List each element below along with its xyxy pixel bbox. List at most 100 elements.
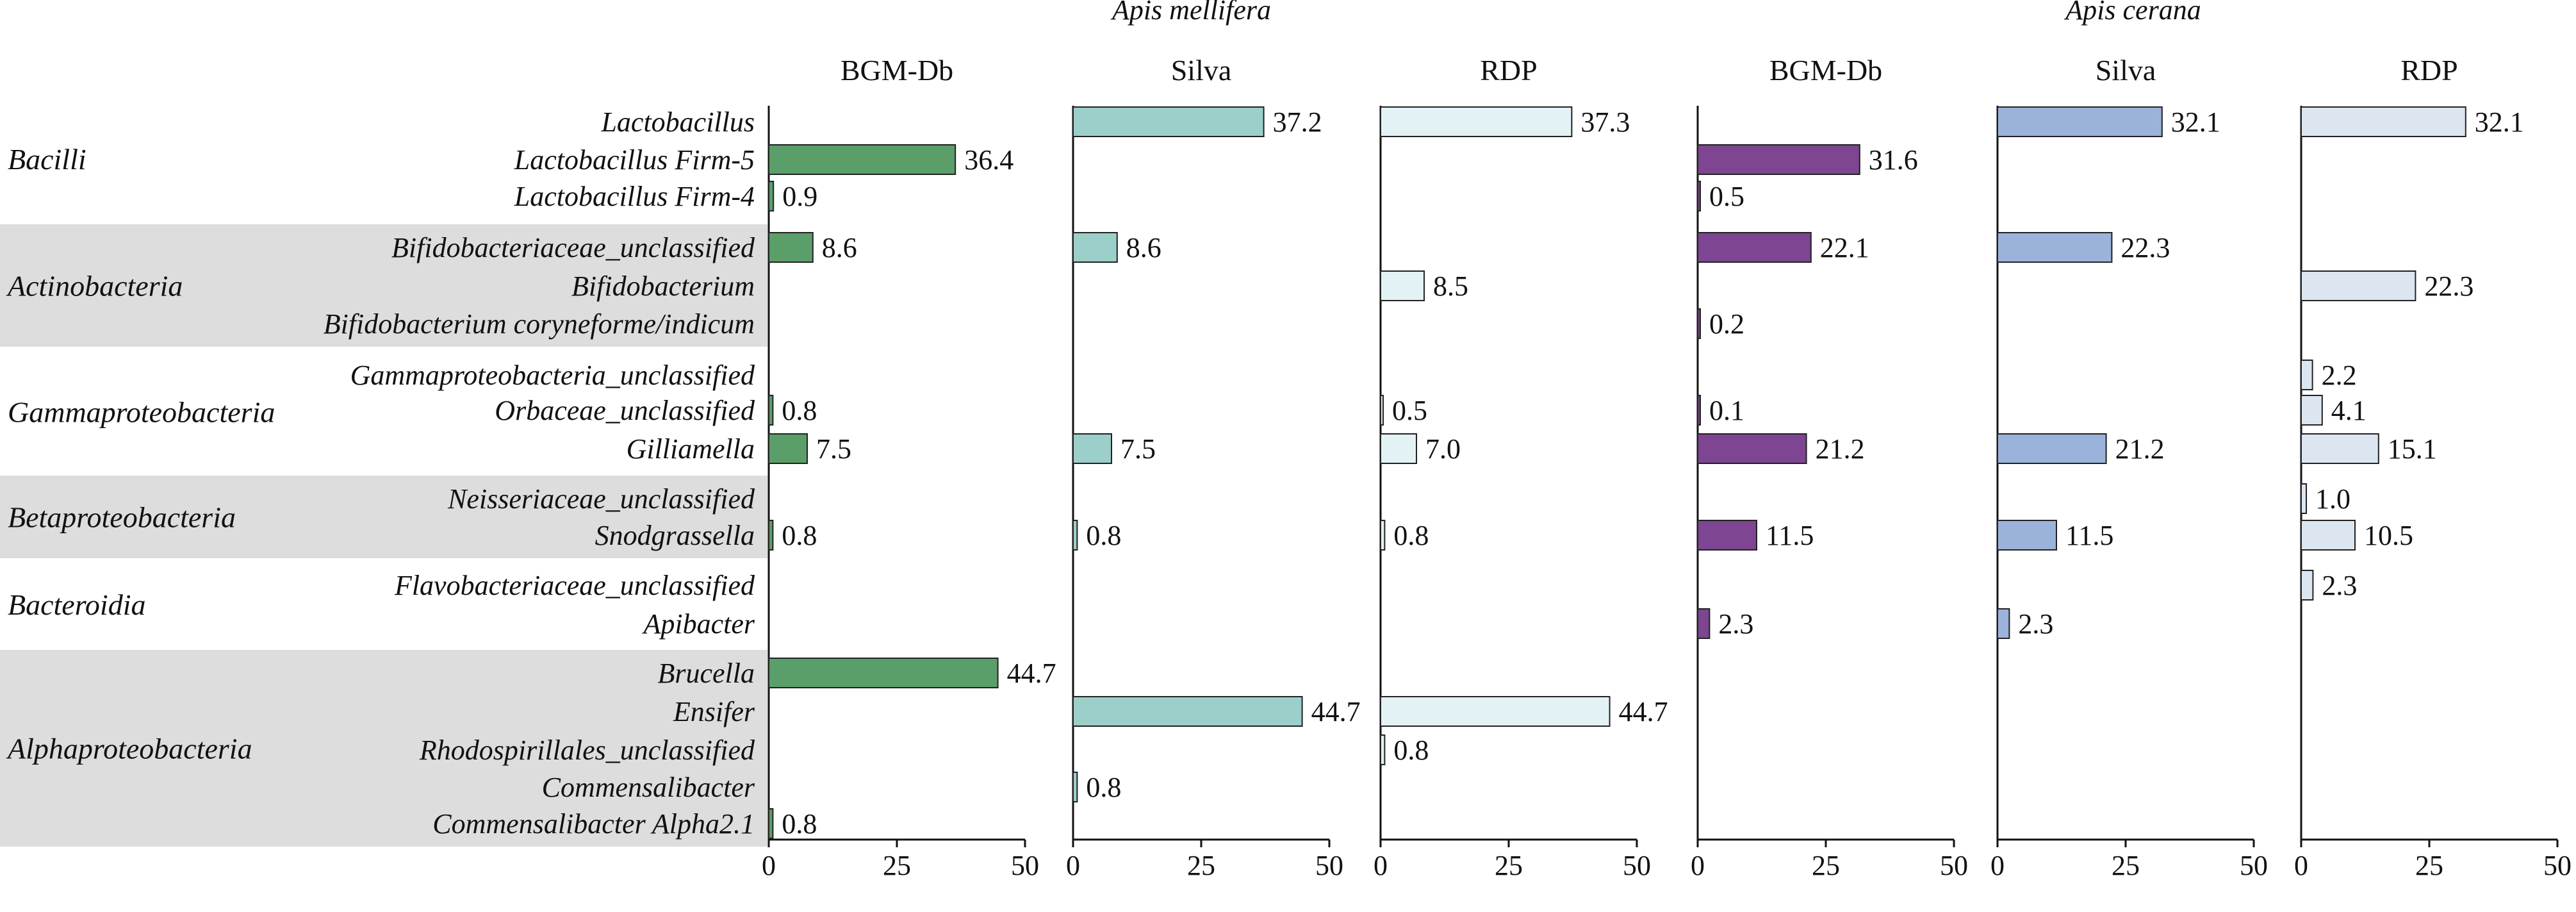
x-tick-label: 25 (2112, 850, 2140, 881)
taxon-label-bifidobacterium-coryneforme-indicum: Bifidobacterium coryneforme/indicum (324, 308, 755, 340)
taxon-label-gammaproteobacteria-unclassified: Gammaproteobacteria_unclassified (350, 360, 755, 391)
value-label: 8.5 (1433, 270, 1468, 302)
value-label: 44.7 (1619, 696, 1668, 727)
panel-title: BGM-Db (841, 54, 953, 87)
value-label: 0.8 (782, 808, 817, 840)
bar-lactobacillus (1072, 106, 1265, 137)
x-tick-label: 25 (2415, 850, 2443, 881)
bar-orbaceae-unclassified (768, 395, 774, 426)
bar-orbaceae-unclassified (1697, 395, 1701, 426)
bar-bifidobacterium (2301, 270, 2416, 301)
value-label: 11.5 (1766, 520, 1814, 551)
bar-neisseriaceae-unclassified (2301, 483, 2307, 514)
value-label: 21.2 (2115, 433, 2165, 465)
taxon-label-rhodospirillales-unclassified: Rhodospirillales_unclassified (419, 734, 755, 766)
bar-flavobacteriaceae-unclassified (2301, 570, 2314, 601)
x-tick-label: 50 (1623, 850, 1651, 881)
class-label-bacteroidia: Bacteroidia (8, 588, 145, 621)
taxon-labels: Lactobacillus Lactobacillus Firm-5 Lactoba… (324, 106, 755, 840)
value-label: 7.5 (1120, 433, 1156, 465)
class-band-actinobacteria (0, 224, 767, 347)
x-tick-label: 50 (1315, 850, 1343, 881)
panel-apis-cerana-silva: Silva 0 25 50 32.1 22.3 21.2 11.5 2.3 (1990, 54, 2268, 881)
value-label: 2.3 (2018, 608, 2053, 640)
class-label-bacilli: Bacilli (8, 143, 86, 176)
x-tick-label: 50 (1011, 850, 1039, 881)
panel-title: BGM-Db (1769, 54, 1882, 87)
taxon-label-lactobacillus-firm-5: Lactobacillus Firm-5 (514, 144, 755, 176)
taxon-label-lactobacillus: Lactobacillus (600, 106, 755, 138)
bar-bifidobacteriaceae-unclassified (1997, 232, 2113, 263)
taxon-label-neisseriaceae-unclassified: Neisseriaceae_unclassified (447, 483, 755, 515)
x-tick-label: 25 (1187, 850, 1215, 881)
value-label: 32.1 (2475, 106, 2524, 138)
bar-lactobacillus (1380, 106, 1573, 137)
bar-gilliamella (1380, 433, 1417, 464)
group-title-apis-mellifera: Apis mellifera (1110, 0, 1271, 26)
value-label: 0.1 (1709, 395, 1744, 426)
value-label: 1.0 (2315, 483, 2350, 515)
bar-apibacter (1697, 608, 1710, 639)
bar-gilliamella (2301, 433, 2379, 464)
bar-gilliamella (1997, 433, 2107, 464)
value-label: 2.3 (1718, 608, 1753, 640)
value-label: 0.8 (1393, 734, 1429, 766)
bar-apibacter (1997, 608, 2010, 639)
bar-lactobacillus-firm-4 (1697, 181, 1701, 211)
panel-apis-mellifera-bgm-db: BGM-Db 0 25 50 36.4 0.98.6 0.8 7.5 0.8 44.7 0.8 (762, 54, 1056, 881)
group-title-apis-cerana: Apis cerana (2063, 0, 2201, 26)
x-tick-label: 0 (2294, 850, 2308, 881)
panel-apis-cerana-rdp: RDP 0 25 50 32.1 22.3 2.2 4.1 15.1 1.0 10.52.3 (2294, 54, 2572, 881)
class-bands (0, 224, 767, 847)
value-label: 0.9 (782, 181, 817, 212)
bar-lactobacillus-firm-5 (768, 144, 956, 175)
x-tick-label: 50 (2240, 850, 2268, 881)
bar-rhodospirillales-unclassified (1380, 734, 1386, 765)
x-tick-label: 0 (1691, 850, 1705, 881)
bar-gammaproteobacteria-unclassified (2301, 360, 2313, 390)
class-band-betaproteobacteria (0, 476, 767, 558)
taxon-label-bifidobacteriaceae-unclassified: Bifidobacteriaceae_unclassified (391, 232, 755, 263)
bar-gilliamella (1697, 433, 1807, 464)
class-labels: Bacilli Actinobacteria Gammaproteobacteria… (6, 143, 275, 765)
value-label: 15.1 (2388, 433, 2437, 465)
value-label: 0.8 (782, 520, 817, 551)
value-label: 37.3 (1580, 106, 1630, 138)
class-band-alphaproteobacteria (0, 650, 767, 847)
value-label: 7.5 (816, 433, 851, 465)
bar-gilliamella (1072, 433, 1112, 464)
class-label-gammaproteobacteria: Gammaproteobacteria (8, 396, 275, 429)
value-label: 32.1 (2171, 106, 2220, 138)
value-label: 8.6 (1126, 232, 1161, 263)
bar-bifidobacteriaceae-unclassified (1697, 232, 1812, 263)
panels: BGM-Db0 25 5036.40.98.60.87.50.844.70.8Sil… (762, 54, 2572, 881)
bar-snodgrassella (1380, 520, 1386, 551)
x-tick-label: 25 (1812, 850, 1840, 881)
taxon-label-commensalibacter: Commensalibacter (542, 772, 755, 803)
taxon-label-flavobacteriaceae-unclassified: Flavobacteriaceae_unclassified (394, 570, 755, 601)
value-label: 31.6 (1869, 144, 1918, 176)
value-label: 37.2 (1273, 106, 1322, 138)
taxon-label-snodgrassella: Snodgrassella (595, 520, 755, 551)
taxon-label-commensalibacter-alpha2-1: Commensalibacter Alpha2.1 (432, 808, 755, 840)
taxon-label-ensifer: Ensifer (673, 696, 755, 727)
bar-snodgrassella (1697, 520, 1757, 551)
value-label: 0.2 (1709, 308, 1744, 340)
bar-ensifer (1380, 696, 1611, 727)
taxon-label-lactobacillus-firm-4: Lactobacillus Firm-4 (514, 181, 755, 212)
bar-lactobacillus-firm-4 (768, 181, 775, 211)
value-label: 21.2 (1816, 433, 1865, 465)
panel-apis-mellifera-silva: Silva 0 25 50 37.2 8.6 7.5 0.8 44.7 0.8 (1066, 54, 1361, 881)
value-label: 44.7 (1311, 696, 1361, 727)
bar-snodgrassella (1072, 520, 1078, 551)
bar-bifidobacterium-coryneforme-indicum (1697, 308, 1701, 339)
bar-commensalibacter-alpha2-1 (768, 808, 774, 839)
taxon-label-bifidobacterium: Bifidobacterium (571, 270, 755, 302)
bar-orbaceae-unclassified (1380, 395, 1384, 426)
bar-orbaceae-unclassified (2301, 395, 2323, 426)
bar-bifidobacterium (1380, 270, 1425, 301)
value-label: 2.3 (2322, 570, 2357, 601)
x-tick-label: 0 (762, 850, 776, 881)
panel-title: Silva (1171, 54, 1232, 87)
